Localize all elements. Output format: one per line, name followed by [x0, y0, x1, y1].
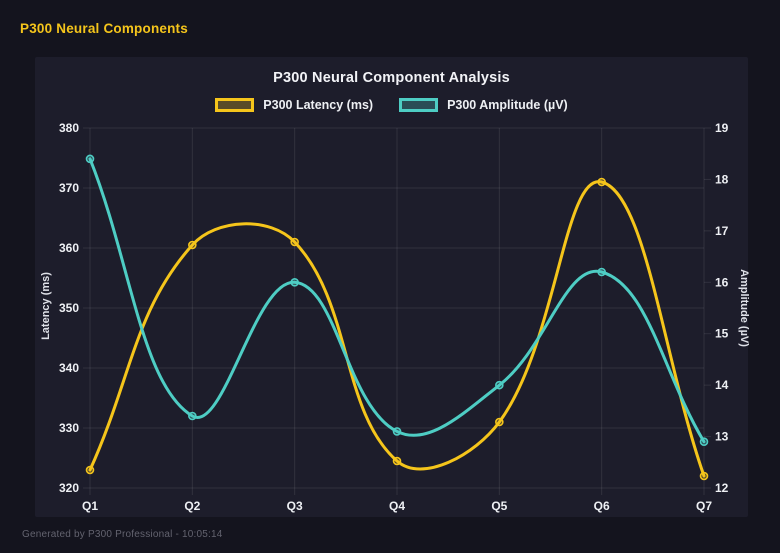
y-left-tick-label: 380 [59, 121, 79, 135]
y-right-tick-label: 13 [715, 430, 729, 444]
chart-title: P300 Neural Component Analysis [273, 70, 510, 86]
data-point-marker[interactable] [699, 437, 709, 447]
data-point-marker[interactable] [597, 177, 606, 187]
y-right-tick-label: 14 [715, 378, 729, 392]
data-point-marker[interactable] [85, 154, 95, 164]
chart-card: P300 Neural Component Analysis P300 Late… [35, 57, 748, 517]
y-right-tick-label: 15 [715, 327, 729, 341]
y-left-tick-label: 320 [59, 481, 79, 495]
legend-label: P300 Amplitude (µV) [447, 98, 568, 112]
data-point-marker[interactable] [495, 417, 504, 427]
series-line [88, 157, 706, 444]
data-point-marker[interactable] [290, 237, 299, 247]
y-left-tick-label: 340 [59, 361, 79, 375]
chart-legend: P300 Latency (ms) P300 Amplitude (µV) [35, 98, 748, 112]
y-right-tick-label: 12 [715, 481, 729, 495]
y-left-tick-label: 370 [59, 181, 79, 195]
x-tick-label: Q6 [594, 499, 610, 513]
x-tick-label: Q5 [491, 499, 507, 513]
legend-swatch-icon [399, 98, 439, 112]
x-tick-label: Q7 [696, 499, 712, 513]
footer-status-text: Generated by P300 Professional - 10:05:1… [22, 529, 223, 540]
y-right-tick-label: 18 [715, 172, 729, 186]
legend-label: P300 Latency (ms) [263, 98, 374, 112]
data-point-marker[interactable] [85, 465, 95, 475]
y-left-tick-label: 360 [59, 241, 79, 255]
data-point-marker[interactable] [495, 380, 504, 390]
data-point-marker[interactable] [188, 240, 197, 250]
legend-item-amplitude[interactable]: P300 Amplitude (µV) [399, 98, 568, 112]
y-left-tick-label: 350 [59, 301, 79, 315]
y-right-tick-label: 16 [715, 275, 729, 289]
page-title: P300 Neural Components [20, 21, 188, 36]
y-right-tick-label: 17 [715, 224, 729, 238]
data-point-marker[interactable] [392, 427, 402, 436]
data-point-marker[interactable] [290, 277, 299, 287]
x-tick-label: Q3 [287, 499, 303, 513]
data-point-marker[interactable] [188, 411, 197, 421]
legend-item-latency[interactable]: P300 Latency (ms) [215, 98, 373, 112]
y-right-tick-label: 19 [715, 121, 729, 135]
data-point-marker[interactable] [392, 456, 402, 466]
x-tick-label: Q2 [184, 499, 200, 513]
legend-swatch-icon [215, 98, 255, 112]
data-point-marker[interactable] [699, 471, 709, 481]
y-left-tick-label: 330 [59, 421, 79, 435]
x-tick-label: Q4 [389, 499, 405, 513]
data-point-marker[interactable] [597, 267, 606, 277]
x-tick-label: Q1 [82, 499, 98, 513]
